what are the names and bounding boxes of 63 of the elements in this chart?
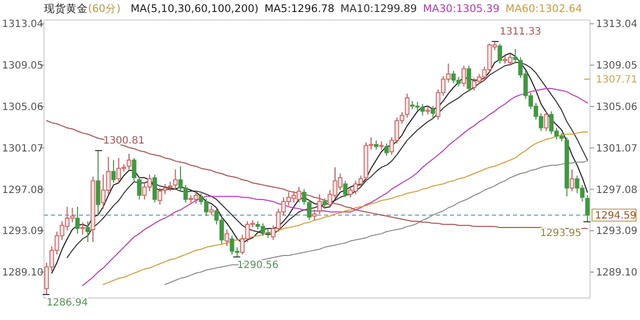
y2-tick-label: 1309.05 [596, 60, 638, 72]
candlestick [466, 65, 472, 92]
y-tick-label: 1301.07 [2, 143, 44, 154]
text: MA30:1305.39 [422, 3, 500, 15]
chart-subtitle: (60分) [88, 3, 121, 15]
candlestick [317, 194, 322, 214]
candlestick [111, 160, 116, 184]
candlestick [132, 157, 136, 182]
candlestick [544, 110, 548, 132]
line-series [164, 160, 588, 286]
candlestick [322, 198, 327, 210]
annotation: 1293.95 [540, 221, 591, 239]
candlestick [374, 140, 378, 150]
candlestick [209, 205, 214, 216]
y2-tick-label: 1305.06 [596, 102, 638, 114]
annotation: 1293.95 [540, 228, 582, 239]
axis-tag: 1307.71 [584, 74, 638, 86]
text: MA60:1302.64 [506, 3, 582, 15]
annotation: 1290.56 [232, 256, 279, 271]
candlestick [307, 198, 312, 221]
candlestick [75, 206, 80, 234]
candlestick [86, 220, 90, 242]
chart-title: 现货黄金 [44, 2, 88, 15]
candlestick [384, 142, 389, 156]
y2-tick-label: 1301.07 [596, 143, 638, 154]
candlestick [158, 188, 162, 206]
annotation: 1286.94 [42, 294, 88, 308]
candlestick [162, 183, 168, 195]
candlestick [404, 93, 410, 118]
candlestick [312, 209, 317, 221]
candlestick [462, 65, 466, 87]
candlestick [302, 188, 306, 206]
text: MA5:1296.78 [264, 3, 334, 15]
y-tick-label: 1309.05 [2, 60, 44, 72]
legend-title: MA(5,10,30,60,100,200) [130, 3, 259, 15]
annotation: 1290.56 [237, 260, 279, 271]
candlestick [137, 176, 142, 200]
y-tick-label: 1293.09 [2, 226, 44, 238]
candlestick [224, 229, 230, 247]
y-tick-label: 1313.04 [2, 19, 44, 30]
candlestick [430, 106, 436, 120]
annotation: 1311.33 [500, 26, 542, 38]
candlestick [168, 181, 172, 192]
candlestick [513, 48, 518, 64]
candlestick [498, 43, 502, 64]
candlestick [126, 153, 132, 170]
y-tick-label: 1305.06 [2, 102, 44, 114]
candlestick [173, 168, 178, 190]
line-series [46, 120, 588, 229]
annotation: 1286.94 [46, 297, 88, 308]
candlestick [80, 222, 85, 236]
y2-tick-label: 1313.04 [596, 19, 638, 30]
y2-tick-label: 1297.08 [596, 184, 638, 196]
annotation: 1311.33 [491, 26, 542, 42]
candlestick [343, 180, 348, 198]
y-tick-label: 1289.10 [2, 268, 44, 279]
candlestick [570, 168, 574, 192]
candlestick [152, 174, 157, 204]
y2-tick-label: 1293.09 [596, 226, 638, 238]
y-tick-label: 1297.08 [2, 184, 44, 196]
line-series [102, 132, 588, 286]
text: MA10:1299.89 [340, 3, 417, 15]
y2-tick-label: 1289.10 [596, 268, 638, 279]
